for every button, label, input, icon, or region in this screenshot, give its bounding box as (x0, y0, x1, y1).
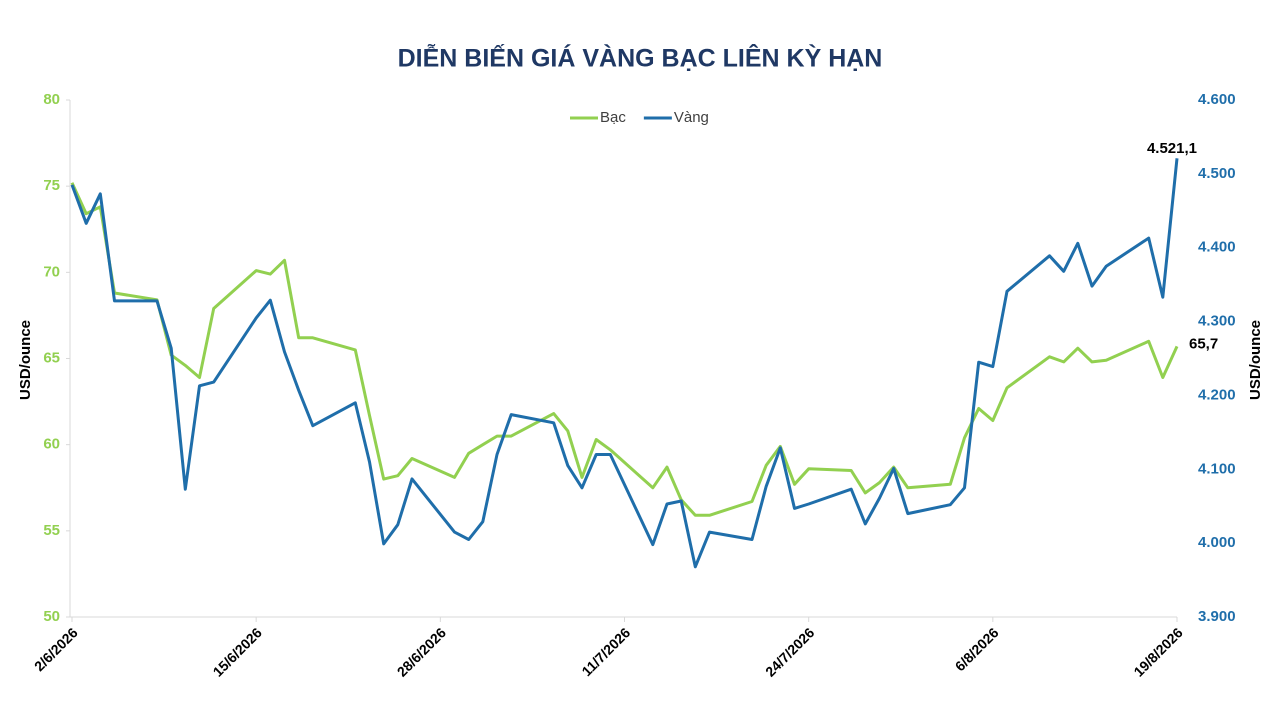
y2-axis-label: USD/ounce (1247, 320, 1264, 400)
chart-title: DIỄN BIẾN GIÁ VÀNG BẠC LIÊN KỲ HẠN (398, 43, 883, 73)
series-line (70, 182, 1179, 517)
y-tick-label: 75 (43, 177, 60, 194)
x-tick-label: 24/7/2026 (762, 624, 818, 680)
y2-tick-label: 4.100 (1198, 460, 1236, 477)
y2-tick-label: 4.500 (1198, 165, 1236, 182)
y-tick-label: 65 (43, 349, 60, 366)
x-tick-label: 6/8/2026 (952, 624, 1002, 674)
series-line (70, 158, 1179, 569)
y2-tick-label: 4.000 (1198, 534, 1236, 551)
data-label: 65,7 (1189, 335, 1218, 352)
y2-tick-label: 4.400 (1198, 239, 1236, 256)
y-tick-label: 55 (43, 522, 60, 539)
y-tick-label: 80 (43, 91, 60, 108)
y2-tick-label: 4.300 (1198, 313, 1236, 330)
y-axis-label: USD/ounce (17, 320, 34, 400)
data-label: 4.521,1 (1147, 140, 1197, 157)
y-tick-label: 70 (43, 263, 60, 280)
y2-tick-label: 4.600 (1198, 91, 1236, 108)
y-tick-label: 60 (43, 436, 60, 453)
x-tick-label: 15/6/2026 (210, 624, 266, 680)
legend-label: Vàng (674, 109, 709, 126)
y-tick-label: 50 (43, 608, 60, 625)
y2-tick-label: 4.200 (1198, 386, 1236, 403)
legend-label: Bạc (600, 109, 626, 126)
y2-tick-label: 3.900 (1198, 608, 1236, 625)
x-tick-label: 2/6/2026 (31, 624, 81, 674)
x-tick-label: 28/6/2026 (394, 624, 450, 680)
x-tick-label: 19/8/2026 (1130, 624, 1186, 680)
x-tick-label: 11/7/2026 (578, 624, 633, 679)
